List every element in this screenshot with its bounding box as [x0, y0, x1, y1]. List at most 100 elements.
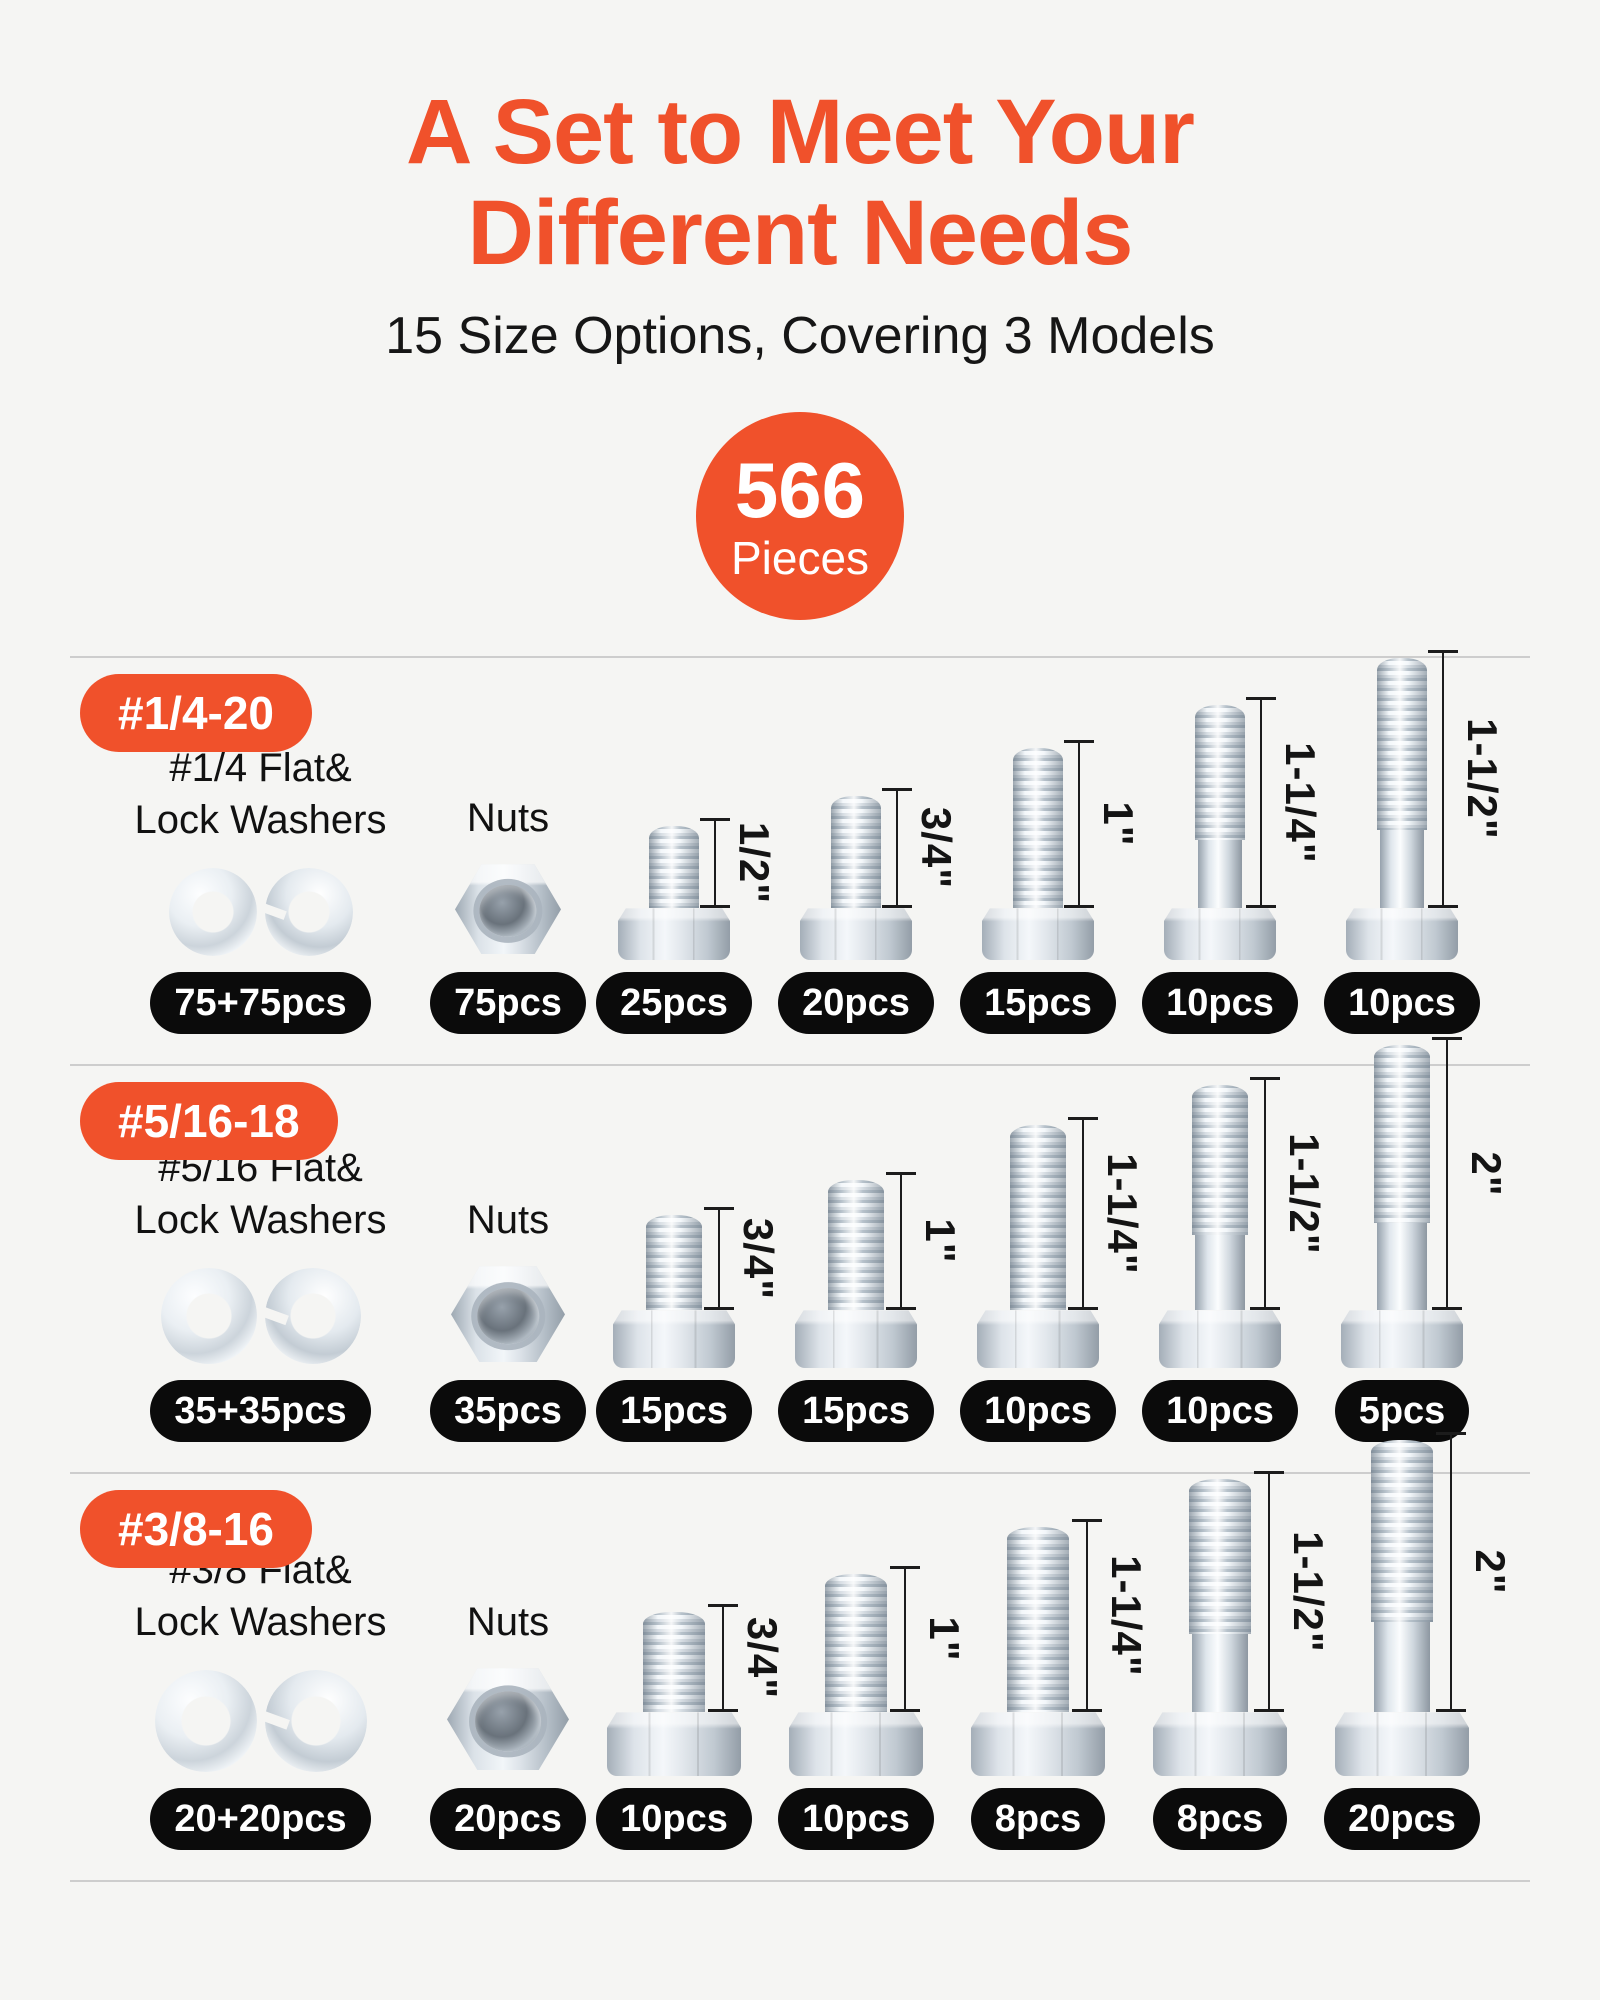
hex-bolt-icon: [618, 826, 730, 961]
bolt-length-label: 1-1/2": [1281, 1133, 1328, 1255]
bolt-count-pill: 20pcs: [1324, 1788, 1480, 1851]
bolt-length-label: 1": [1095, 801, 1142, 848]
bolt-length-label: 1-1/2": [1459, 718, 1506, 841]
dimension-line: [1432, 1037, 1462, 1311]
bolt-column: 1-1/2" 10pcs: [1311, 644, 1506, 1064]
dimension-annotation: 1-1/4": [1246, 697, 1324, 909]
nuts-column: Nuts 75pcs: [430, 792, 586, 1064]
dimension-annotation: 3/4": [708, 1604, 786, 1713]
hex-bolt-icon: [789, 1574, 923, 1777]
hex-nut-icon: [447, 1668, 569, 1771]
dimension-line: [1436, 1432, 1466, 1713]
bolt-column: 3/4" 20pcs: [765, 644, 960, 1064]
flat-washer-icon: [168, 868, 257, 957]
washers-label: #5/16 Flat& Lock Washers: [135, 1142, 387, 1246]
lock-washer-icon: [264, 1268, 361, 1365]
dimension-line: [1254, 1471, 1284, 1713]
thread-size-badge: #3/8-16: [80, 1490, 313, 1569]
nuts-count-pill: 20pcs: [430, 1788, 586, 1851]
washers-column: #5/16 Flat& Lock Washers 35+35pcs: [88, 1142, 433, 1472]
hex-bolt-icon: [1164, 705, 1276, 961]
dimension-line: [1068, 1117, 1098, 1311]
bolt-column: 1" 10pcs: [765, 1460, 968, 1880]
bolt-column: 1-1/4" 10pcs: [947, 1052, 1146, 1472]
dimension-line: [704, 1207, 734, 1311]
bolt-length-label: 3/4": [735, 1217, 782, 1301]
bolt-count-pill: 15pcs: [960, 972, 1116, 1035]
bolt-count-pill: 15pcs: [596, 1380, 752, 1443]
dimension-annotation: 1": [886, 1172, 964, 1311]
page-title-line2: Different Needs: [467, 182, 1134, 285]
bolt-count-pill: 25pcs: [596, 972, 752, 1035]
dimension-annotation: 3/4": [882, 788, 960, 909]
section-three-eighths-16: #3/8-16 #3/8 Flat& Lock Washers 20+20pcs…: [0, 1432, 1600, 1880]
dimension-line: [700, 818, 730, 909]
bolt-column: 1-1/4" 10pcs: [1129, 644, 1324, 1064]
bolt-column: 2" 5pcs: [1311, 1037, 1510, 1472]
bolt-length-label: 1-1/2": [1285, 1531, 1332, 1653]
flat-washer-icon: [154, 1670, 257, 1773]
bolt-column: 1-1/2" 10pcs: [1129, 1052, 1328, 1472]
dimension-annotation: 1/2": [700, 818, 778, 909]
bolt-column: 1" 15pcs: [765, 1052, 964, 1472]
hex-bolt-icon: [971, 1527, 1105, 1777]
hex-bolt-icon: [1159, 1085, 1281, 1369]
bolt-count-pill: 10pcs: [1324, 972, 1480, 1035]
hex-bolt-icon: [982, 748, 1094, 961]
bolt-column: 3/4" 15pcs: [583, 1052, 782, 1472]
dimension-line: [1428, 650, 1458, 909]
bolt-length-label: 1": [921, 1616, 968, 1663]
bolt-length-label: 1-1/4": [1099, 1153, 1146, 1275]
hex-nut-icon: [451, 1266, 565, 1363]
dimension-line: [882, 788, 912, 909]
dimension-line: [1250, 1077, 1280, 1311]
thread-size-badge: #5/16-18: [80, 1082, 338, 1161]
bolt-column: 1-1/4" 8pcs: [947, 1460, 1150, 1880]
dimension-line: [886, 1172, 916, 1311]
dimension-annotation: 2": [1432, 1037, 1510, 1311]
section-divider: [70, 1472, 1530, 1475]
section-divider: [70, 1064, 1530, 1067]
nuts-column: Nuts 20pcs: [430, 1596, 586, 1880]
bolt-count-pill: 10pcs: [960, 1380, 1116, 1443]
flat-washer-icon: [160, 1268, 257, 1365]
section-quarter-20: #1/4-20 #1/4 Flat& Lock Washers 75+75pcs…: [0, 650, 1600, 1064]
washer-images: [154, 1670, 367, 1773]
dimension-annotation: 3/4": [704, 1207, 782, 1311]
lock-washer-icon: [264, 1670, 367, 1773]
washers-count-pill: 35+35pcs: [150, 1380, 371, 1443]
dimension-annotation: 1-1/4": [1068, 1117, 1146, 1311]
dimension-annotation: 1-1/2": [1254, 1471, 1332, 1713]
dimension-line: [1072, 1519, 1102, 1713]
washers-label: #1/4 Flat& Lock Washers: [135, 742, 387, 846]
size-sections: #1/4-20 #1/4 Flat& Lock Washers 75+75pcs…: [0, 650, 1600, 1883]
bolt-count-pill: 15pcs: [778, 1380, 934, 1443]
dimension-line: [890, 1566, 920, 1713]
bolt-column: 2" 20pcs: [1311, 1432, 1514, 1880]
nuts-label: Nuts: [466, 1198, 550, 1243]
bolt-count-pill: 5pcs: [1334, 1380, 1470, 1443]
nuts-label: Nuts: [466, 1600, 550, 1645]
bolt-length-label: 3/4": [739, 1617, 786, 1700]
washers-count-pill: 20+20pcs: [150, 1788, 371, 1851]
hex-bolt-icon: [1341, 1045, 1463, 1369]
washer-images: [160, 1268, 361, 1365]
bolt-column: 1" 15pcs: [947, 644, 1142, 1064]
bolt-column: 1-1/2" 8pcs: [1129, 1460, 1332, 1880]
dimension-annotation: 1": [1064, 740, 1142, 909]
nuts-count-pill: 75pcs: [430, 972, 586, 1035]
hex-nut-icon: [455, 864, 561, 955]
hex-bolt-icon: [1153, 1479, 1287, 1777]
bolt-count-pill: 8pcs: [1152, 1788, 1288, 1851]
lock-washer-icon: [264, 868, 353, 957]
bolt-count-pill: 10pcs: [778, 1788, 934, 1851]
thread-size-badge: #1/4-20: [80, 674, 313, 753]
dimension-line: [1064, 740, 1094, 909]
nuts-label: Nuts: [466, 796, 550, 841]
washers-column: #3/8 Flat& Lock Washers 20+20pcs: [88, 1544, 433, 1880]
bolt-count-pill: 10pcs: [1142, 972, 1298, 1035]
dimension-line: [1246, 697, 1276, 909]
bolt-length-label: 3/4": [913, 807, 960, 890]
hex-bolt-icon: [1346, 658, 1458, 961]
bolt-length-label: 1-1/4": [1103, 1555, 1150, 1677]
